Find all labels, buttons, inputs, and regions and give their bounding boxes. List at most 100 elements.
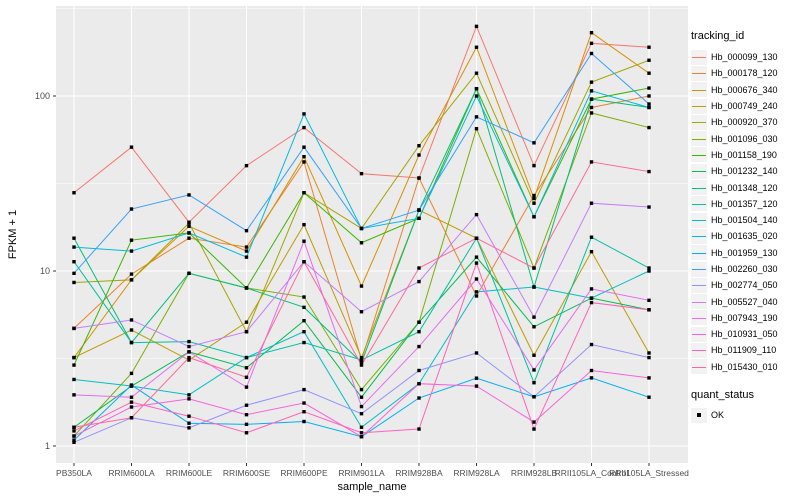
data-point xyxy=(589,89,594,93)
legend-item-label: Hb_007943_190 xyxy=(711,312,778,323)
legend-line-swatch-icon xyxy=(692,334,706,336)
data-point xyxy=(129,395,134,399)
x-tick-label: RRIM600LE xyxy=(166,468,213,478)
data-point xyxy=(244,228,249,233)
data-point xyxy=(359,310,364,314)
legend-key xyxy=(691,98,707,114)
y-tick-label: 10 xyxy=(40,266,50,276)
data-point xyxy=(302,410,306,414)
legend-item-label: Hb_002260_030 xyxy=(711,264,778,274)
tracking-id-legend-items: Hb_000099_130 Hb_000178_120 Hb_000676_340 H… xyxy=(691,49,799,375)
legend-key xyxy=(691,163,707,179)
legend-item-Hb_000099_130: Hb_000099_130 xyxy=(691,49,799,65)
data-point xyxy=(359,395,364,399)
legend-line-swatch-icon xyxy=(692,220,706,222)
data-point xyxy=(72,425,76,429)
legend-line-swatch-icon xyxy=(692,301,706,303)
data-point xyxy=(359,171,364,176)
data-point xyxy=(244,255,249,259)
data-point xyxy=(647,105,651,110)
data-point xyxy=(129,416,134,420)
data-point xyxy=(417,216,421,221)
data-point xyxy=(359,425,364,429)
legend-line-swatch-icon xyxy=(692,366,706,368)
data-point xyxy=(302,260,306,264)
data-point xyxy=(532,420,536,424)
data-point xyxy=(647,298,651,303)
data-point xyxy=(532,285,536,289)
data-point xyxy=(532,193,536,198)
data-point xyxy=(474,277,479,281)
data-point xyxy=(72,355,76,360)
data-point xyxy=(474,212,479,217)
data-point xyxy=(187,350,191,354)
data-point xyxy=(359,284,364,288)
data-point xyxy=(302,387,306,392)
legend-item-Hb_000178_120: Hb_000178_120 xyxy=(691,65,799,81)
data-point xyxy=(417,143,421,148)
data-point xyxy=(589,51,594,56)
data-point xyxy=(187,193,191,197)
data-point xyxy=(474,351,479,355)
data-point xyxy=(647,45,651,49)
data-point xyxy=(417,368,421,373)
data-point xyxy=(474,24,479,29)
data-point xyxy=(187,393,191,397)
data-point xyxy=(647,58,651,62)
data-point xyxy=(187,355,191,360)
data-point xyxy=(129,405,134,409)
data-point xyxy=(129,371,134,376)
quant-status-legend-item: OK xyxy=(691,407,799,423)
data-point xyxy=(647,125,651,130)
legend-item-Hb_015430_010: Hb_015430_010 xyxy=(691,359,799,375)
legend-item-label: Hb_000749_240 xyxy=(711,101,778,112)
data-point xyxy=(244,385,249,389)
data-point xyxy=(187,271,191,276)
data-point xyxy=(647,269,651,273)
x-axis-title: sample_name xyxy=(337,481,406,493)
data-point xyxy=(589,201,594,205)
legend-item-label: Hb_011909_110 xyxy=(711,345,777,356)
data-point xyxy=(359,435,364,439)
legend-line-swatch-icon xyxy=(692,236,706,238)
data-point xyxy=(302,318,306,323)
data-point xyxy=(244,422,249,427)
data-point xyxy=(244,245,249,249)
legend-item-Hb_001232_140: Hb_001232_140 xyxy=(691,163,799,179)
data-point xyxy=(532,266,536,270)
data-point xyxy=(244,355,249,360)
legend-line-swatch-icon xyxy=(692,317,706,319)
legend-line-swatch-icon xyxy=(692,106,706,108)
legend-item-Hb_001357_120: Hb_001357_120 xyxy=(691,196,799,212)
data-point xyxy=(187,344,191,349)
data-point xyxy=(187,358,191,362)
data-point xyxy=(244,403,249,407)
legend-item-label: Hb_015430_010 xyxy=(711,361,778,372)
data-point xyxy=(72,434,76,438)
data-point xyxy=(474,127,479,131)
data-point xyxy=(474,376,479,380)
legend-item-Hb_000676_340: Hb_000676_340 xyxy=(691,82,799,98)
data-point xyxy=(417,208,421,212)
data-point xyxy=(647,376,651,380)
data-point xyxy=(359,226,364,231)
data-point xyxy=(647,94,651,98)
data-point xyxy=(417,396,421,400)
data-point xyxy=(244,329,249,334)
data-point xyxy=(647,308,651,312)
data-point xyxy=(244,412,249,417)
data-point xyxy=(589,368,594,373)
data-point xyxy=(302,419,306,424)
x-tick-label: RRII105LA_Control xyxy=(555,468,629,478)
data-point xyxy=(359,241,364,245)
data-point xyxy=(532,196,536,201)
data-point xyxy=(532,395,536,399)
legend-item-Hb_001158_190: Hb_001158_190 xyxy=(691,147,799,163)
legend-key xyxy=(691,65,707,81)
data-point xyxy=(474,45,479,49)
data-point xyxy=(244,366,249,370)
data-point xyxy=(244,320,249,324)
data-point xyxy=(532,368,536,372)
data-point xyxy=(589,160,594,164)
